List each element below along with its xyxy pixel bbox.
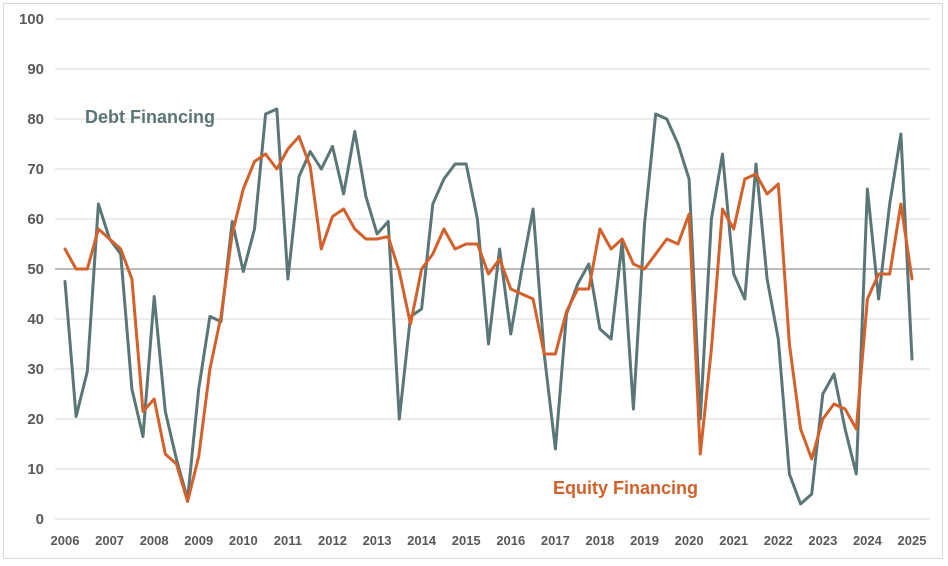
x-tick-label: 2007 <box>95 533 124 548</box>
x-tick-label: 2025 <box>898 533 927 548</box>
x-tick-label: 2021 <box>719 533 748 548</box>
x-tick-label: 2006 <box>51 533 80 548</box>
x-tick-label: 2019 <box>630 533 659 548</box>
y-tick-label: 80 <box>27 111 44 128</box>
series-label-debt-financing: Debt Financing <box>85 107 215 127</box>
x-tick-label: 2015 <box>452 533 481 548</box>
x-tick-label: 2018 <box>585 533 614 548</box>
x-tick-label: 2009 <box>184 533 213 548</box>
y-tick-label: 0 <box>36 511 44 528</box>
x-tick-label: 2017 <box>541 533 570 548</box>
x-tick-label: 2024 <box>853 533 883 548</box>
y-tick-label: 30 <box>27 361 44 378</box>
x-tick-label: 2016 <box>496 533 525 548</box>
y-tick-label: 70 <box>27 161 44 178</box>
y-tick-label: 90 <box>27 61 44 78</box>
x-tick-label: 2022 <box>764 533 793 548</box>
x-tick-label: 2012 <box>318 533 347 548</box>
series-line-equity-financing <box>63 135 914 503</box>
y-tick-label: 10 <box>27 461 44 478</box>
x-tick-label: 2011 <box>274 533 302 548</box>
y-tick-label: 100 <box>19 11 44 28</box>
y-axis-ticks: 0 10 20 30 40 50 60 70 80 90 100 <box>19 11 44 528</box>
x-tick-label: 2008 <box>140 533 169 548</box>
y-tick-label: 40 <box>27 311 44 328</box>
x-tick-label: 2023 <box>808 533 837 548</box>
series-lines <box>63 107 914 506</box>
y-tick-label: 50 <box>27 261 44 278</box>
series-line-debt-financing <box>63 107 914 506</box>
y-tick-label: 60 <box>27 211 44 228</box>
x-tick-label: 2014 <box>407 533 437 548</box>
y-tick-label: 20 <box>27 411 44 428</box>
x-axis-ticks: 2006 2007 2008 2009 2010 2011 2012 2013 2014 2015… <box>51 533 927 548</box>
x-tick-label: 2020 <box>675 533 704 548</box>
x-tick-label: 2013 <box>363 533 392 548</box>
x-tick-label: 2010 <box>229 533 258 548</box>
series-label-equity-financing: Equity Financing <box>553 478 698 498</box>
